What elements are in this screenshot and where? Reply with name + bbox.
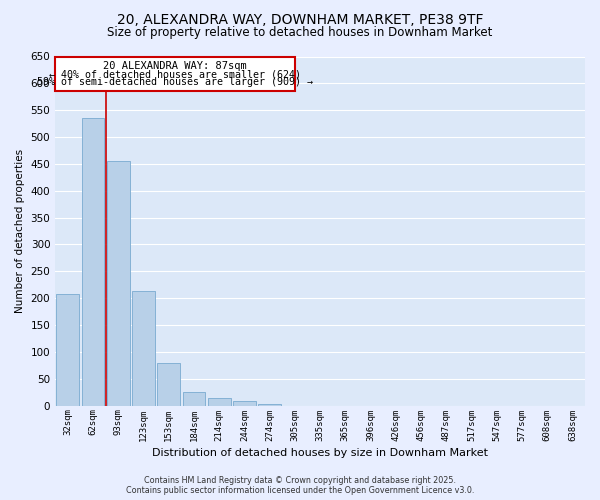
Bar bbox=[107, 161, 130, 406]
Text: Contains HM Land Registry data © Crown copyright and database right 2025.: Contains HM Land Registry data © Crown c… bbox=[144, 476, 456, 485]
Text: Size of property relative to detached houses in Downham Market: Size of property relative to detached ho… bbox=[107, 26, 493, 39]
X-axis label: Distribution of detached houses by size in Downham Market: Distribution of detached houses by size … bbox=[152, 448, 488, 458]
Text: 20, ALEXANDRA WAY, DOWNHAM MARKET, PE38 9TF: 20, ALEXANDRA WAY, DOWNHAM MARKET, PE38 … bbox=[117, 12, 483, 26]
Y-axis label: Number of detached properties: Number of detached properties bbox=[15, 149, 25, 313]
Bar bbox=[233, 401, 256, 406]
Text: Contains public sector information licensed under the Open Government Licence v3: Contains public sector information licen… bbox=[126, 486, 474, 495]
Text: ← 40% of detached houses are smaller (624): ← 40% of detached houses are smaller (62… bbox=[49, 70, 301, 80]
Bar bbox=[56, 294, 79, 406]
FancyBboxPatch shape bbox=[55, 56, 295, 92]
Bar bbox=[208, 398, 230, 406]
Bar bbox=[82, 118, 104, 406]
Bar bbox=[258, 404, 281, 406]
Text: 20 ALEXANDRA WAY: 87sqm: 20 ALEXANDRA WAY: 87sqm bbox=[103, 62, 247, 72]
Bar bbox=[182, 392, 205, 406]
Bar bbox=[132, 291, 155, 406]
Bar bbox=[157, 362, 180, 406]
Text: 59% of semi-detached houses are larger (909) →: 59% of semi-detached houses are larger (… bbox=[37, 78, 313, 88]
